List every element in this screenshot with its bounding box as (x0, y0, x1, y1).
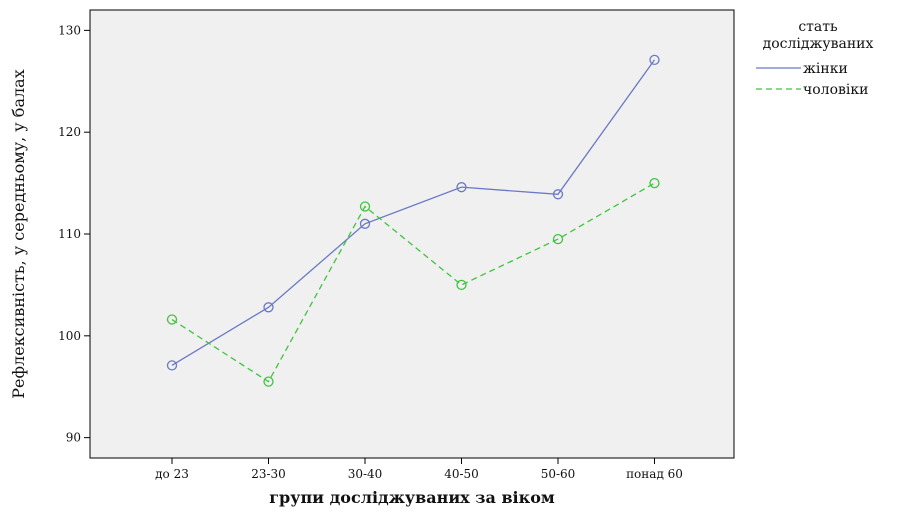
x-tick-label: до 23 (155, 467, 189, 481)
x-axis-title: групи досліджуваних за віком (269, 488, 555, 507)
data-point-чоловіки (263, 376, 274, 387)
legend-items: жінки чоловіки (756, 61, 868, 98)
data-point-чоловіки (166, 314, 178, 325)
y-axis-title: Рефлексивність, у середньому, у балах (9, 69, 28, 398)
data-point-чоловіки (456, 279, 467, 291)
x-axis-ticks: до 23 23-30 30-40 40-50 50-60 понад 60 (155, 458, 683, 481)
y-axis-ticks: 90 100 110 120 130 (58, 23, 90, 445)
x-tick-label: 50-60 (541, 467, 576, 481)
legend-label-чоловіки: чоловіки (803, 82, 868, 98)
data-point-чоловіки (649, 177, 660, 189)
data-point-жінки (456, 182, 467, 193)
x-tick-label: понад 60 (626, 467, 683, 481)
series-line-жінки (171, 59, 656, 366)
y-tick-label: 130 (58, 23, 81, 37)
plot-area (89, 9, 735, 459)
data-point-жінки (166, 360, 178, 371)
data-point-жінки (263, 302, 274, 313)
y-tick-label: 90 (66, 431, 81, 445)
data-point-чоловіки (552, 233, 564, 245)
series-layer (166, 54, 660, 387)
data-point-жінки (649, 54, 660, 66)
data-point-жінки (359, 218, 371, 229)
x-tick-label: 23-30 (251, 467, 286, 481)
legend: стать досліджуваних жінки чоловіки (756, 19, 873, 98)
y-tick-label: 100 (58, 329, 81, 343)
y-tick-label: 120 (58, 125, 81, 139)
legend-title-line-2: досліджуваних (763, 36, 874, 52)
legend-label-жінки: жінки (803, 61, 848, 77)
x-tick-label: 40-50 (444, 467, 479, 481)
data-point-чоловіки (359, 201, 371, 212)
series-line-чоловіки (171, 182, 655, 383)
legend-title-line-1: стать (798, 19, 838, 35)
y-tick-label: 110 (58, 227, 81, 241)
x-tick-label: 30-40 (348, 467, 383, 481)
data-point-жінки (552, 189, 564, 200)
